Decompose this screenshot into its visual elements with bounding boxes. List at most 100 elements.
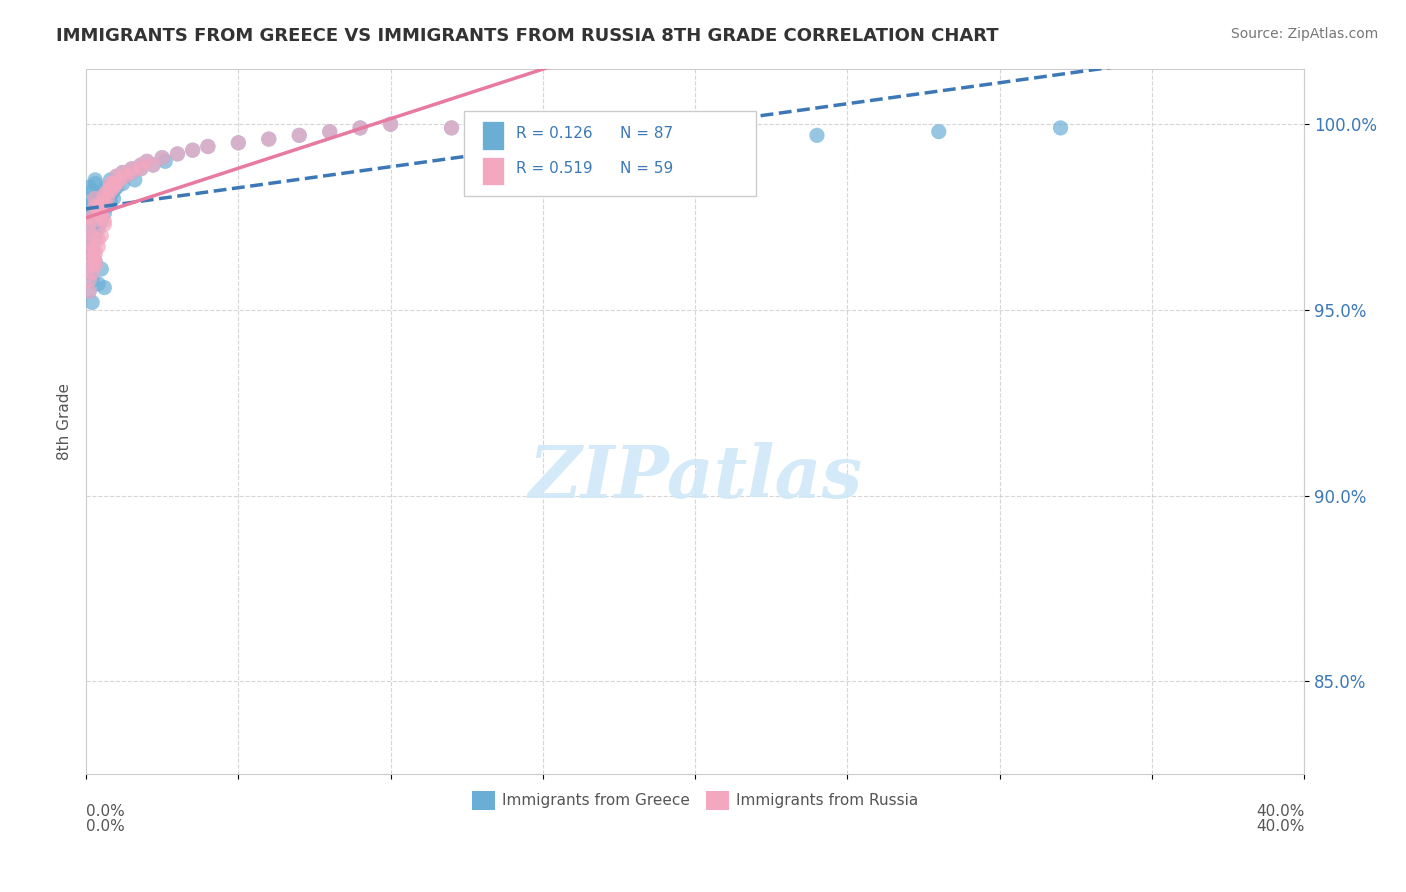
FancyBboxPatch shape bbox=[464, 111, 756, 195]
Immigrants from Russia bbox=[100, 184, 122, 198]
Text: 0.0%: 0.0% bbox=[86, 819, 125, 834]
Immigrants from Greece bbox=[90, 262, 112, 277]
Immigrants from Greece bbox=[77, 251, 100, 265]
Immigrants from Russia bbox=[84, 258, 107, 272]
Immigrants from Russia bbox=[96, 184, 118, 198]
Immigrants from Russia bbox=[228, 136, 250, 150]
Immigrants from Russia bbox=[440, 120, 463, 135]
Immigrants from Russia bbox=[82, 210, 104, 224]
Immigrants from Greece bbox=[84, 213, 107, 227]
Immigrants from Greece bbox=[197, 139, 219, 153]
Immigrants from Russia bbox=[93, 213, 115, 227]
Immigrants from Russia bbox=[197, 139, 219, 153]
Immigrants from Greece bbox=[129, 158, 152, 172]
Immigrants from Greece bbox=[84, 232, 107, 246]
Immigrants from Russia bbox=[103, 177, 125, 191]
Immigrants from Russia bbox=[257, 132, 280, 146]
Immigrants from Greece bbox=[93, 195, 115, 210]
Immigrants from Greece bbox=[87, 202, 110, 217]
Immigrants from Russia bbox=[82, 251, 104, 265]
Immigrants from Greece bbox=[155, 154, 177, 169]
Immigrants from Greece bbox=[806, 128, 828, 143]
Immigrants from Greece bbox=[82, 244, 104, 258]
Immigrants from Russia bbox=[90, 195, 112, 210]
Immigrants from Russia bbox=[288, 128, 311, 143]
Immigrants from Greece bbox=[82, 184, 104, 198]
Immigrants from Greece bbox=[84, 218, 107, 232]
Immigrants from Greece bbox=[77, 266, 100, 280]
Immigrants from Greece bbox=[288, 128, 311, 143]
Immigrants from Greece bbox=[82, 206, 104, 220]
Immigrants from Greece bbox=[87, 218, 110, 232]
Immigrants from Russia bbox=[93, 218, 115, 232]
Immigrants from Russia bbox=[96, 192, 118, 206]
Legend: Immigrants from Greece, Immigrants from Russia: Immigrants from Greece, Immigrants from … bbox=[465, 785, 925, 816]
Immigrants from Greece bbox=[228, 136, 250, 150]
Immigrants from Russia bbox=[84, 254, 107, 268]
Immigrants from Greece bbox=[82, 247, 104, 261]
Immigrants from Greece bbox=[96, 180, 118, 194]
Immigrants from Russia bbox=[531, 125, 554, 139]
Immigrants from Russia bbox=[77, 285, 100, 299]
Immigrants from Greece bbox=[82, 240, 104, 254]
Immigrants from Greece bbox=[103, 177, 125, 191]
Immigrants from Russia bbox=[103, 180, 125, 194]
Immigrants from Russia bbox=[77, 244, 100, 258]
Immigrants from Russia bbox=[108, 173, 131, 187]
Immigrants from Russia bbox=[82, 266, 104, 280]
Immigrants from Greece bbox=[84, 254, 107, 268]
Immigrants from Greece bbox=[77, 235, 100, 250]
Immigrants from Greece bbox=[108, 173, 131, 187]
Immigrants from Greece bbox=[96, 192, 118, 206]
Immigrants from Greece bbox=[380, 117, 402, 131]
Text: N = 59: N = 59 bbox=[620, 161, 673, 177]
Immigrants from Russia bbox=[111, 165, 134, 179]
Immigrants from Russia bbox=[114, 169, 136, 184]
Immigrants from Greece bbox=[1049, 120, 1071, 135]
Immigrants from Greece bbox=[82, 228, 104, 243]
Text: 0.0%: 0.0% bbox=[86, 804, 125, 819]
Immigrants from Greece bbox=[114, 169, 136, 184]
Immigrants from Greece bbox=[84, 177, 107, 191]
Immigrants from Greece bbox=[318, 125, 340, 139]
Immigrants from Russia bbox=[82, 258, 104, 272]
Immigrants from Russia bbox=[166, 147, 188, 161]
Immigrants from Greece bbox=[103, 184, 125, 198]
Immigrants from Greece bbox=[501, 125, 523, 139]
Immigrants from Greece bbox=[90, 202, 112, 217]
Immigrants from Russia bbox=[82, 228, 104, 243]
Immigrants from Greece bbox=[87, 192, 110, 206]
Immigrants from Greece bbox=[111, 165, 134, 179]
Immigrants from Greece bbox=[96, 187, 118, 202]
Immigrants from Greece bbox=[129, 161, 152, 176]
Immigrants from Greece bbox=[103, 177, 125, 191]
Immigrants from Russia bbox=[100, 177, 122, 191]
Immigrants from Greece bbox=[87, 199, 110, 213]
Immigrants from Greece bbox=[136, 154, 159, 169]
Immigrants from Greece bbox=[928, 125, 950, 139]
Immigrants from Russia bbox=[349, 120, 371, 135]
Text: 40.0%: 40.0% bbox=[1256, 819, 1305, 834]
Immigrants from Greece bbox=[100, 180, 122, 194]
Immigrants from Russia bbox=[84, 244, 107, 258]
Immigrants from Russia bbox=[105, 169, 128, 184]
Text: R = 0.519: R = 0.519 bbox=[516, 161, 593, 177]
Immigrants from Russia bbox=[82, 213, 104, 227]
Immigrants from Greece bbox=[562, 128, 585, 143]
Immigrants from Russia bbox=[150, 151, 173, 165]
Immigrants from Russia bbox=[129, 158, 152, 172]
Immigrants from Greece bbox=[166, 147, 188, 161]
Text: ZIPatlas: ZIPatlas bbox=[529, 442, 862, 513]
Y-axis label: 8th Grade: 8th Grade bbox=[58, 383, 72, 459]
Immigrants from Greece bbox=[90, 187, 112, 202]
Immigrants from Greece bbox=[87, 277, 110, 291]
Immigrants from Greece bbox=[683, 132, 706, 146]
Immigrants from Russia bbox=[90, 206, 112, 220]
Immigrants from Russia bbox=[380, 117, 402, 131]
Immigrants from Greece bbox=[142, 158, 165, 172]
Immigrants from Russia bbox=[77, 273, 100, 287]
Immigrants from Greece bbox=[84, 173, 107, 187]
Immigrants from Greece bbox=[124, 173, 146, 187]
Immigrants from Russia bbox=[87, 202, 110, 217]
Immigrants from Russia bbox=[84, 192, 107, 206]
